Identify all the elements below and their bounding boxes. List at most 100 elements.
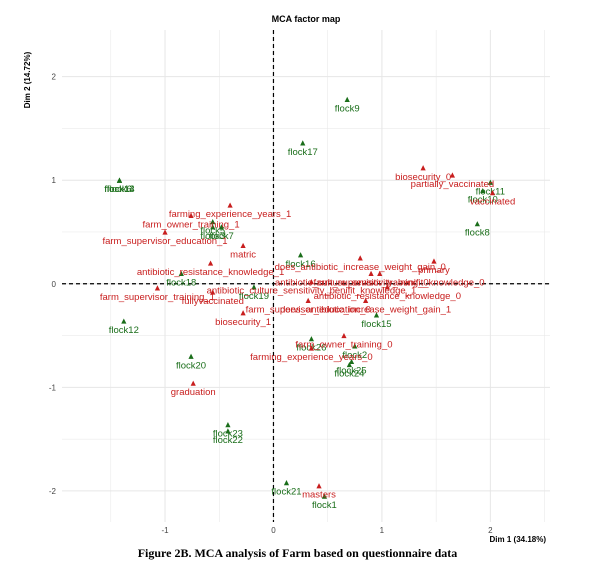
point-marker [321,493,328,499]
plot-background [62,30,550,522]
point-marker [154,285,161,291]
point-label: flock25 [336,365,366,376]
point-marker [346,361,352,368]
point-label: farm_supervisor_training_0 [314,277,429,288]
point-marker [308,336,315,342]
y-axis-label: Dim 2 (14.72%) [23,51,32,108]
point-label: flock15 [361,319,391,330]
point-label: farm_supervisor_education_0 [246,304,371,315]
point-label: matric [230,249,256,260]
point-label: flock24 [334,369,364,380]
point-label: farm_supervisor_training_1 [100,292,215,303]
point-label: does_antibiotic_increase_weight_gain_1 [280,304,451,315]
point-label: flock6 [107,184,132,195]
point-marker [348,358,355,365]
point-marker [308,345,315,351]
point-marker [210,219,216,225]
point-label: antibiotic_culture_sensitivity_benifit_k… [275,277,485,288]
point-label: masters [302,490,336,501]
point-marker [341,332,347,339]
point-marker [305,297,311,303]
point-label: fullyvaccinated [182,296,244,307]
point-label: flock11 [476,186,505,197]
point-label: graduation [171,387,216,398]
point-marker [489,190,496,196]
point-label: flock9 [335,103,360,114]
point-marker [227,202,233,208]
point-label: flock21 [271,487,301,498]
y-tick-label: 1 [52,176,57,185]
point-label: flock2 [342,350,367,361]
point-marker [363,297,369,303]
point-label: biosecurity_1 [215,317,271,328]
point-marker [352,343,358,349]
point-marker [420,165,426,171]
point-label: partially_vaccinated [411,179,494,190]
point-marker [240,242,246,249]
point-marker [373,312,380,318]
point-label: antibiotic_resistance_knowledge_1 [137,267,284,278]
point-label: flock23 [213,429,243,440]
point-label: farm_supervisor_education_1 [102,236,227,247]
point-marker [474,221,480,227]
point-label: flock18 [166,277,196,288]
point-marker [190,380,196,386]
point-marker [308,279,315,285]
point-marker [251,284,257,290]
point-label: flock14 [104,184,134,195]
point-label: flock3 [200,231,225,242]
figure-caption: Figure 2B. MCA analysis of Farm based on… [137,546,458,560]
point-label: flock10 [468,195,498,206]
point-marker [300,140,306,146]
point-marker [188,212,194,219]
point-label: flock8 [465,228,490,239]
mca-factor-map-chart: MCA factor map -1 0 1 2 -2 -1 0 1 2 flock9 flock1… [23,14,550,544]
y-tick-label: 0 [52,280,57,289]
point-marker [480,187,486,194]
point-marker [225,428,231,434]
x-tick-label: 2 [488,526,493,535]
point-marker [218,224,225,230]
point-marker [377,270,383,277]
point-label: flock7 [209,231,234,242]
point-label: flock19 [239,291,269,302]
point-label: flock16 [286,259,316,270]
point-marker [162,229,168,235]
y-tick-label: -2 [49,487,57,496]
point-label: farming_experience_years_0 [250,352,373,363]
point-label: flock22 [213,435,243,446]
y-tick-label: 2 [52,73,57,82]
point-marker [225,422,231,428]
point-label: does_antibiotic_increase_weight_gain_0 [275,262,446,273]
point-label: biosecurity_0 [395,172,451,183]
point-marker [240,310,246,316]
point-marker [297,252,304,258]
point-marker [121,318,127,324]
point-marker [384,284,390,290]
point-marker [210,289,216,295]
x-axis-label: Dim 1 (34.18%) [490,535,547,544]
point-marker [344,96,350,102]
point-label: farming_experience_years_1 [169,209,292,220]
point-label: farm_owner_training_0 [295,340,392,351]
point-label: flock1 [312,500,337,511]
point-marker [178,270,184,277]
x-tick-label: 1 [380,526,385,535]
point-marker [210,224,216,230]
point-marker [357,255,363,261]
zero-reference-lines [62,30,550,522]
point-label: flock17 [288,147,318,158]
point-label: flock5 [200,226,225,237]
point-marker [316,483,322,489]
point-marker [431,258,437,264]
point-marker [207,260,214,266]
point-label: antibiotic_culture_sensitivity_benifit_k… [207,286,417,297]
y-tick-label: -1 [49,383,57,392]
point-marker [487,179,493,185]
x-tick-label: -1 [161,526,169,535]
point-label: farm_owner_training_1 [142,219,239,230]
point-label: flock13 [104,184,134,195]
point-marker [449,172,455,178]
point-marker [368,270,374,277]
